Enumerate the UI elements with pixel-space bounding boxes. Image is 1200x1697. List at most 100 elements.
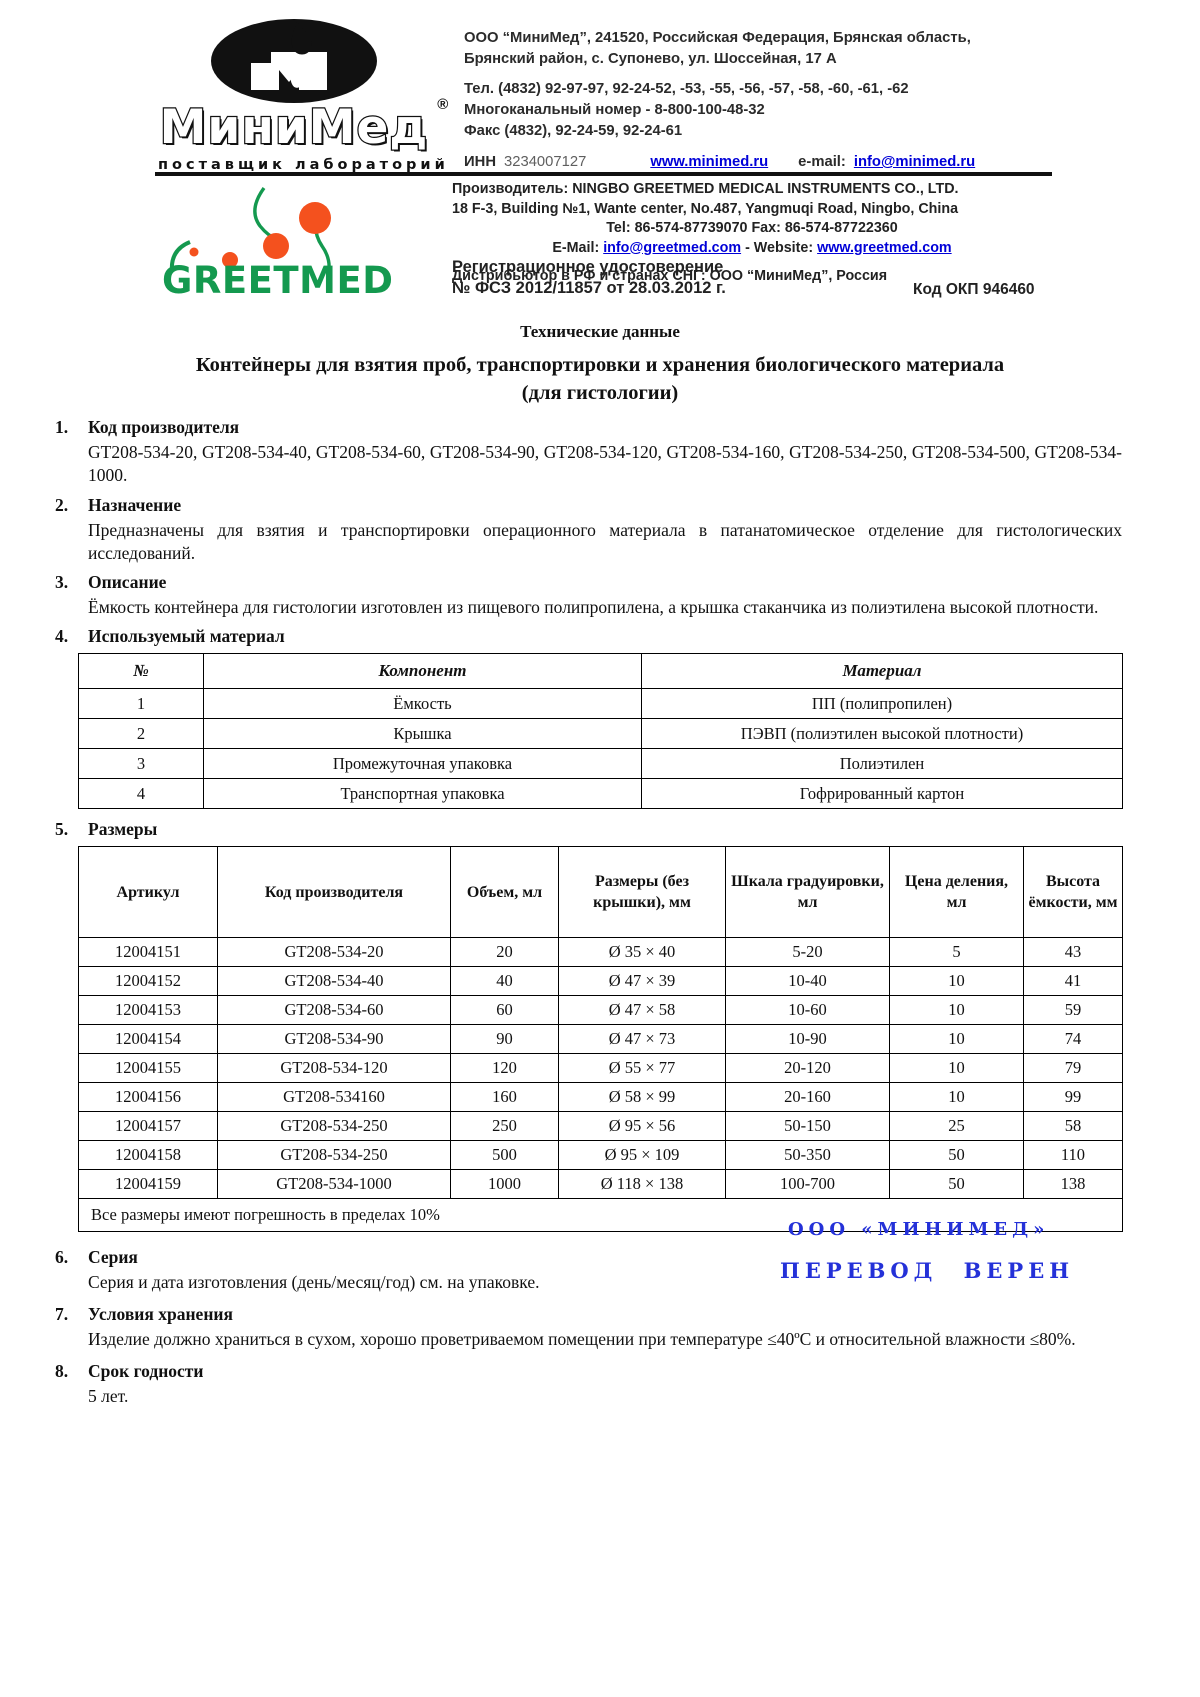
section-heading-6: 6. Серия [55,1247,138,1267]
section-number: 2. [55,495,69,515]
table-cell: 1 [78,688,204,719]
table-row: 12004157 GT208-534-250 250 Ø 95 × 56 50-… [78,1111,1123,1141]
table-row: 12004152 GT208-534-40 40 Ø 47 × 39 10-40… [78,966,1123,996]
doc-subtitle: (для гистологии) [521,382,679,404]
table-cell: 25 [889,1111,1024,1141]
minimed-wordmark: МиниМед [158,99,429,156]
okp-code: Код ОКП 946460 [913,281,1035,298]
table-cell: 20-120 [725,1053,890,1083]
size-note: Все размеры имеют погрешность в пределах… [78,1198,1123,1232]
table-cell: 5 [889,937,1024,967]
table-cell: 250 [450,1111,559,1141]
minimed-candle-icon [211,19,377,103]
inn-label: ИНН [464,154,497,170]
table-cell: Ø 47 × 39 [558,966,726,996]
table-cell: 79 [1023,1053,1123,1083]
table-cell: GT208-534-250 [217,1111,451,1141]
table-cell: 20 [450,937,559,967]
section-body-3: Ёмкость контейнера для гистологии изгото… [88,597,1099,617]
table-header-row: № Компонент Материал [78,653,1123,689]
company-address-line: Брянский район, с. Супонево, ул. Шоссейн… [464,51,837,67]
phone-line: Многоканальный номер - 8-800-100-48-32 [464,102,765,118]
registration-number: № ФСЗ 2012/11857 от 28.03.2012 г. [452,279,726,297]
section-heading-1: 1. Код производителя [55,417,240,437]
table-cell: GT208-534-120 [217,1053,451,1083]
stamp-translation-verified: ПЕРЕВОД ВЕРЕН [780,1258,1075,1283]
table-cell: Ø 35 × 40 [558,937,726,967]
table-cell: 12004152 [78,966,218,996]
section-heading-7: 7. Условия хранения [55,1304,233,1324]
email-label: E-Mail: [552,239,600,256]
table-cell: GT208-534-250 [217,1140,451,1170]
table-cell: 43 [1023,937,1123,967]
table-cell: Транспортная упаковка [203,778,642,809]
table-cell: 12004151 [78,937,218,967]
section-heading-3: 3. Описание [55,572,167,592]
table-row: 12004159 GT208-534-1000 1000 Ø 118 × 138… [78,1169,1123,1199]
manufacturer-telfax: Tel: 86-574-87739070 Fax: 86-574-8772236… [606,220,898,236]
table-cell: 160 [450,1082,559,1112]
table-cell: Крышка [203,718,642,749]
table-cell: 50 [889,1140,1024,1170]
table-row: 12004156 GT208-534160 160 Ø 58 × 99 20-1… [78,1082,1123,1112]
greetmed-logo: GREETMED [162,187,393,300]
table-cell: 12004159 [78,1169,218,1199]
table-cell: GT208-534-40 [217,966,451,996]
table-header-cell: Шкала градуировки, мл [725,846,890,938]
table-cell: 74 [1023,1024,1123,1054]
phone-line: Тел. (4832) 92-97-97, 92-24-52, -53, -55… [464,81,909,97]
table-header-cell: Артикул [78,846,218,938]
table-row: 12004153 GT208-534-60 60 Ø 47 × 58 10-60… [78,995,1123,1025]
table-header-cell: Объем, мл [450,846,559,938]
table-cell: 12004153 [78,995,218,1025]
material-table: № Компонент Материал 1 Ёмкость ПП (полип… [78,653,1123,809]
section-number: 4. [55,626,69,646]
table-cell: 99 [1023,1082,1123,1112]
section-heading-4: 4. Используемый материал [55,626,285,646]
greetmed-email-link[interactable]: info@greetmed.com [603,239,742,256]
manufacturer-line: 18 F-3, Building №1, Wante center, No.48… [452,200,959,217]
table-cell: 12004155 [78,1053,218,1083]
minimed-tagline: поставщик лабораторий [158,157,449,173]
manufacturer-line: Производитель: NINGBO GREETMED MEDICAL I… [452,181,959,197]
table-cell: 50 [889,1169,1024,1199]
table-cell: Ø 58 × 99 [558,1082,726,1112]
section-number: 1. [55,417,69,437]
size-table: Артикул Код производителя Объем, мл Разм… [78,846,1123,1232]
table-cell: 10-40 [725,966,890,996]
header-divider [155,172,1052,176]
greetmed-website-link[interactable]: www.greetmed.com [817,239,952,256]
section-body-2: Предназначены для взятия и транспортиров… [88,520,1122,563]
minimed-email-link[interactable]: info@minimed.ru [853,154,976,170]
table-cell: Ø 95 × 56 [558,1111,726,1141]
table-cell: 4 [78,778,204,809]
table-cell: Гофрированный картон [641,778,1123,809]
table-cell: 12004156 [78,1082,218,1112]
table-header-cell: Цена деления, мл [889,846,1024,938]
table-cell: 10 [889,1082,1024,1112]
table-cell: 10 [889,966,1024,996]
section-number: 7. [55,1304,69,1324]
section-number: 3. [55,572,69,592]
table-cell: 90 [450,1024,559,1054]
section-body-6: Серия и дата изготовления (день/месяц/го… [88,1272,540,1292]
section-heading-8: 8. Срок годности [55,1361,204,1381]
table-cell: 120 [450,1053,559,1083]
section-number: 8. [55,1361,69,1381]
registration-block: Регистрационное удостоверение № ФСЗ 2012… [452,257,726,299]
table-note-row: Все размеры имеют погрешность в пределах… [78,1198,1123,1232]
table-row: 12004158 GT208-534-250 500 Ø 95 × 109 50… [78,1140,1123,1170]
table-header-cell: Компонент [203,653,642,689]
section-body-1: GT208-534-20, GT208-534-40, GT208-534-60… [88,442,1122,485]
table-cell: 58 [1023,1111,1123,1141]
minimed-website-link[interactable]: www.minimed.ru [650,154,769,170]
table-cell: 20-160 [725,1082,890,1112]
table-cell: 10-60 [725,995,890,1025]
table-cell: GT208-534-60 [217,995,451,1025]
distributor-line: Дистрибьютор в РФ и странах СНГ: ООО “Ми… [452,268,888,284]
table-cell: 1000 [450,1169,559,1199]
table-header-cell: Материал [641,653,1123,689]
table-cell: 12004157 [78,1111,218,1141]
company-address-line: ООО “МиниМед”, 241520, Российская Федера… [464,30,971,46]
